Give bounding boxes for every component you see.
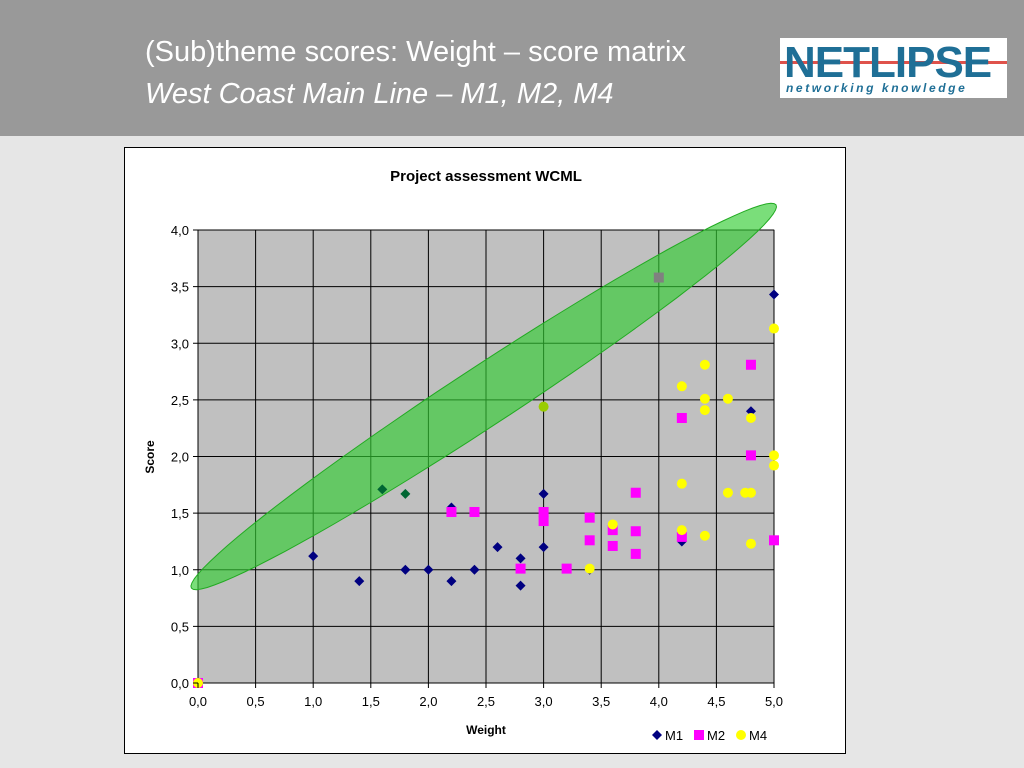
y-tick-label: 1,5 — [171, 506, 189, 521]
scatter-chart: Project assessment WCML 0,0 0,5 1,0 1,5 2,0 2… — [143, 168, 783, 743]
highlighted-point — [538, 401, 549, 412]
point-m1 — [400, 564, 411, 575]
point-m1 — [308, 551, 319, 562]
logo-accent-bar — [780, 61, 1007, 64]
point-m1 — [515, 553, 526, 564]
x-tick-label: 2,5 — [477, 694, 495, 709]
x-tick-label: 1,0 — [304, 694, 322, 709]
point-m2 — [515, 563, 526, 574]
point-m4 — [745, 412, 756, 423]
x-tick-label: 4,5 — [707, 694, 725, 709]
legend-label-m2: M2 — [707, 728, 725, 743]
x-tick-label: 0,0 — [189, 694, 207, 709]
point-m4 — [769, 450, 779, 461]
highlighted-point — [400, 488, 411, 499]
y-tick-label: 3,5 — [171, 280, 189, 295]
x-tick-label: 3,0 — [535, 694, 553, 709]
point-m4 — [607, 519, 618, 530]
point-m2 — [584, 512, 595, 523]
point-m2 — [538, 516, 549, 527]
legend-label-m4: M4 — [749, 728, 767, 743]
point-m2 — [561, 563, 572, 574]
y-tick-label: 0,0 — [171, 676, 189, 691]
slide-title: (Sub)theme scores: Weight – score matrix — [145, 36, 686, 68]
point-m2 — [676, 412, 687, 423]
chart-legend: M1 M2 M4 — [652, 728, 767, 743]
point-m4 — [584, 563, 595, 574]
y-tick-label: 3,0 — [171, 336, 189, 351]
legend-marker-m1 — [652, 730, 662, 740]
point-m1 — [515, 580, 526, 591]
highlighted-points — [377, 272, 664, 499]
legend-marker-m4 — [736, 730, 746, 740]
y-tick-label: 1,0 — [171, 563, 189, 578]
highlight-ellipse — [190, 202, 778, 591]
point-m1 — [538, 542, 549, 553]
x-axis-label: Weight — [466, 723, 506, 737]
point-m4 — [745, 487, 756, 498]
point-m1 — [492, 542, 503, 553]
point-m2 — [745, 359, 756, 370]
point-m2 — [607, 540, 618, 551]
x-tick-label: 1,5 — [362, 694, 380, 709]
x-tick-label: 3,5 — [592, 694, 610, 709]
point-m4 — [699, 405, 710, 416]
point-m4 — [769, 460, 779, 471]
netlipse-logo: NETLIPSE networking knowledge — [780, 38, 1007, 98]
logo-wordmark: NETLIPSE — [784, 38, 992, 87]
point-m2 — [607, 525, 618, 536]
highlighted-point — [377, 484, 388, 495]
x-tick-label: 4,0 — [650, 694, 668, 709]
point-m2 — [745, 450, 756, 461]
slide-header: (Sub)theme scores: Weight – score matrix… — [0, 0, 1024, 136]
point-m1 — [354, 576, 365, 587]
point-m1 — [769, 289, 779, 300]
x-tick-label: 2,0 — [419, 694, 437, 709]
x-tick-label: 0,5 — [247, 694, 265, 709]
point-m1 — [446, 576, 457, 587]
y-axis-label: Score — [143, 440, 157, 474]
point-m2 — [630, 526, 641, 537]
y-tick-label: 0,5 — [171, 619, 189, 634]
point-m2 — [769, 535, 779, 546]
point-m2 — [538, 506, 549, 517]
y-tick-label: 2,0 — [171, 450, 189, 465]
y-tick-label: 2,5 — [171, 393, 189, 408]
point-m1 — [423, 564, 434, 575]
point-m4 — [769, 323, 779, 334]
chart-frame: Project assessment WCML 0,0 0,5 1,0 1,5 2,0 2… — [124, 147, 846, 754]
point-m4 — [676, 381, 687, 392]
point-m4 — [722, 393, 733, 404]
point-m2 — [584, 535, 595, 546]
chart-title: Project assessment WCML — [390, 168, 582, 185]
y-tick-label: 4,0 — [171, 223, 189, 238]
point-m4 — [676, 525, 687, 536]
point-m2 — [469, 506, 480, 517]
point-m4 — [722, 487, 733, 498]
point-m4 — [676, 478, 687, 489]
point-m2 — [630, 487, 641, 498]
point-m4 — [745, 538, 756, 549]
point-m2 — [676, 531, 687, 542]
highlight-ellipse-layer — [190, 202, 778, 591]
point-m1 — [538, 488, 549, 499]
point-m2 — [446, 506, 457, 517]
highlighted-point — [653, 272, 664, 283]
legend-marker-m2 — [694, 730, 704, 740]
slide-subtitle: West Coast Main Line – M1, M2, M4 — [145, 78, 614, 110]
logo-tagline: networking knowledge — [786, 81, 968, 95]
point-m4 — [699, 359, 710, 370]
point-m2 — [630, 548, 641, 559]
point-m4 — [699, 530, 710, 541]
point-m1 — [469, 564, 480, 575]
tick-labels: 0,0 0,5 1,0 1,5 2,0 2,5 3,0 3,5 4,0 4,5 5,0 0,0 0,5 1… — [171, 223, 783, 709]
point-m4 — [699, 393, 710, 404]
x-tick-label: 5,0 — [765, 694, 783, 709]
legend-label-m1: M1 — [665, 728, 683, 743]
